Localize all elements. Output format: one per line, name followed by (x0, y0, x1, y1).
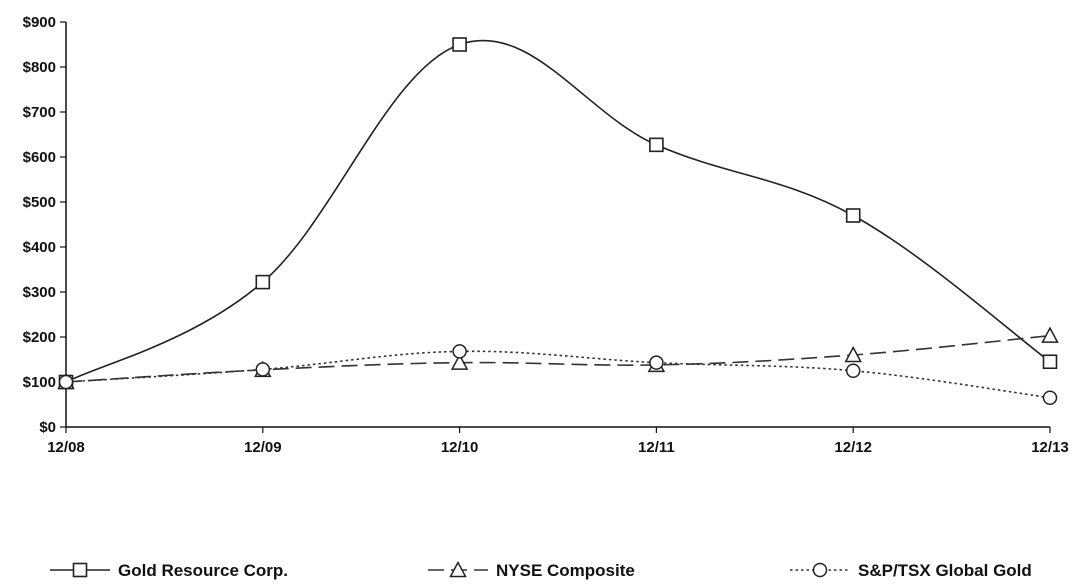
data-point-marker (845, 363, 861, 378)
data-point-marker (255, 362, 271, 377)
data-point-marker (1042, 390, 1058, 405)
y-tick-label: $200 (23, 329, 56, 346)
legend-label: NYSE Composite (496, 561, 635, 580)
y-tick-label: $100 (23, 374, 56, 391)
legend-item: S&P/TSX Global Gold (790, 561, 1032, 580)
x-tick-label: 12/10 (441, 439, 479, 456)
x-tick-label: 12/13 (1031, 439, 1069, 456)
series-line (65, 334, 1051, 383)
legend-label: S&P/TSX Global Gold (858, 561, 1032, 580)
series-2 (58, 344, 1058, 405)
y-tick-label: $600 (23, 149, 56, 166)
data-point-marker (1041, 326, 1059, 343)
data-point-marker (452, 37, 467, 52)
y-tick-label: $500 (23, 194, 56, 211)
legend-label: Gold Resource Corp. (118, 561, 288, 580)
y-tick-label: $300 (23, 284, 56, 301)
data-point-marker (845, 208, 861, 223)
legend-item: Gold Resource Corp. (50, 561, 288, 580)
y-tick-label: $400 (23, 239, 56, 256)
x-tick-label: 12/08 (47, 439, 85, 456)
series-1 (57, 326, 1059, 390)
data-point-marker (255, 274, 271, 290)
data-point-marker (844, 345, 862, 363)
series-line (65, 39, 1051, 383)
x-tick-label: 12/12 (834, 439, 872, 456)
legend-swatch-marker (812, 562, 828, 578)
legend-item: NYSE Composite (428, 560, 635, 580)
series-line (65, 350, 1051, 399)
y-tick-label: $0 (39, 419, 56, 436)
data-point-marker (450, 353, 469, 370)
series-0 (58, 37, 1058, 390)
legend-swatch-marker (72, 562, 88, 578)
data-point-marker (452, 344, 467, 359)
y-tick-label: $900 (23, 14, 56, 31)
x-tick-label: 12/09 (244, 439, 282, 456)
y-tick-label: $700 (23, 104, 56, 121)
data-point-marker (58, 374, 74, 390)
y-tick-label: $800 (23, 59, 56, 76)
data-point-marker (649, 355, 664, 370)
x-tick-label: 12/11 (638, 439, 675, 456)
data-point-marker (649, 137, 664, 153)
data-point-marker (1042, 354, 1058, 370)
legend-swatch-marker (449, 560, 467, 578)
